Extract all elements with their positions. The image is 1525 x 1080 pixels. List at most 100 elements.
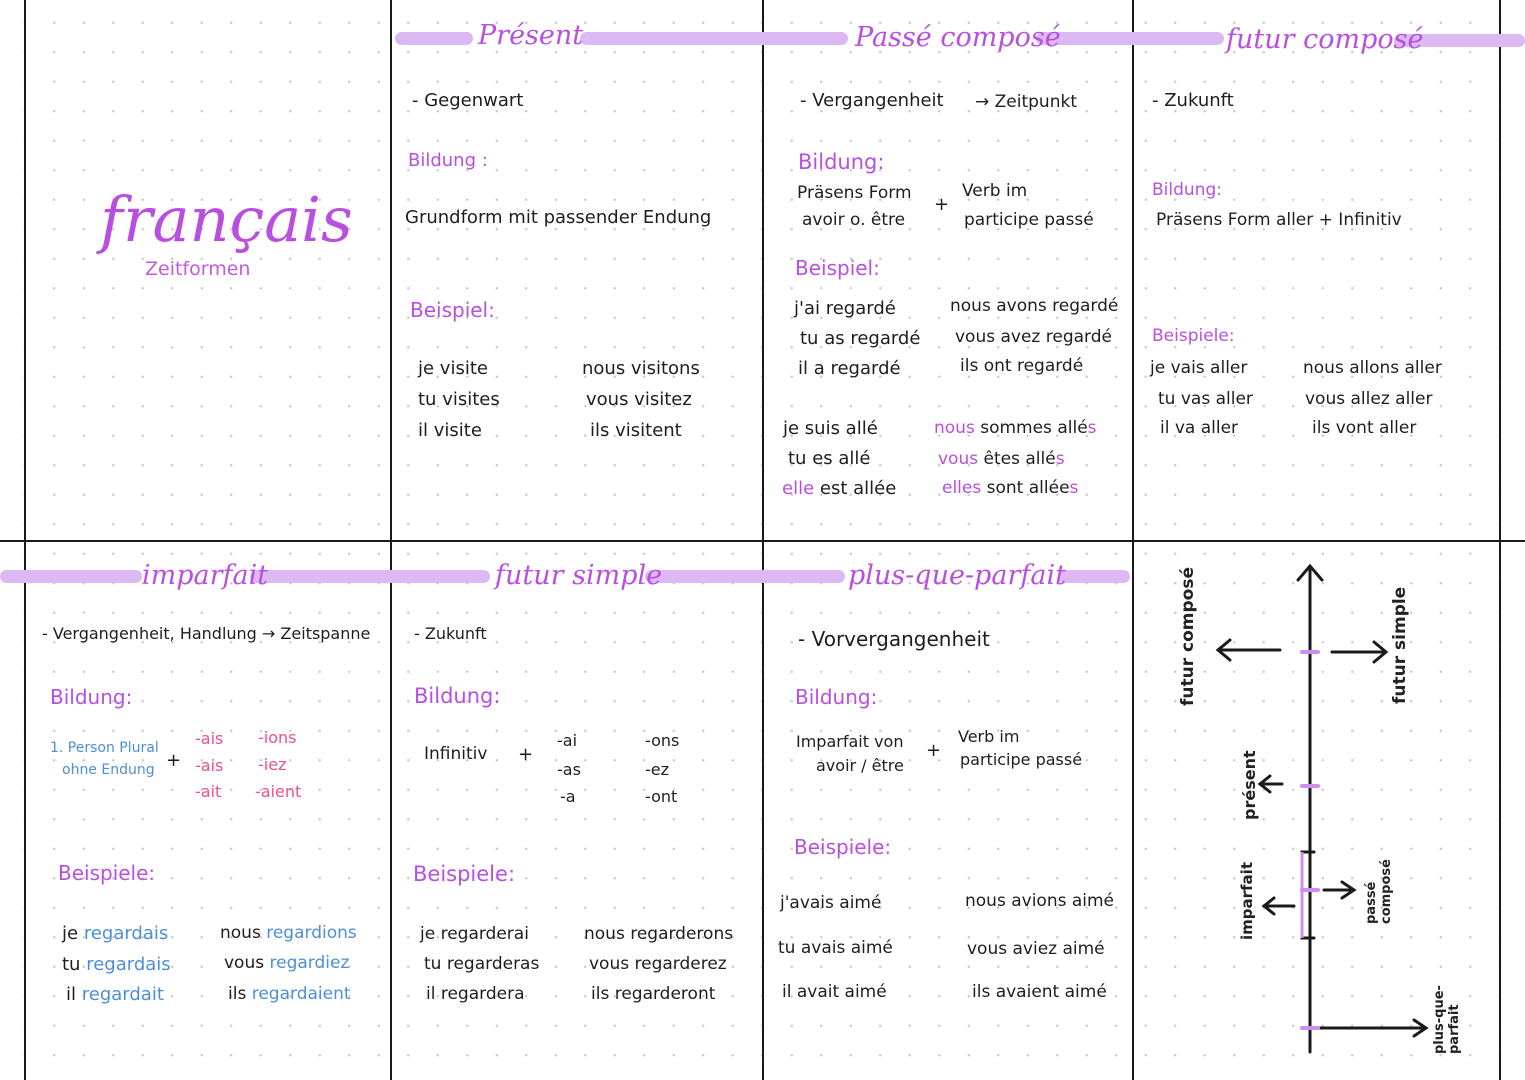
- imparfait-ending: -aient: [255, 782, 302, 801]
- present-example: nous visitons: [582, 358, 700, 379]
- futur-compose-example: vous allez aller: [1305, 389, 1433, 409]
- futur-simple-example: nous regarderons: [584, 924, 734, 944]
- verb: regardais: [83, 923, 169, 944]
- pronoun: vous: [224, 953, 265, 973]
- futur-simple-bildung-label: Bildung:: [414, 684, 501, 708]
- plus-que-parfait-bildung-left: avoir / être: [816, 756, 904, 775]
- futur-compose-example: ils vont aller: [1312, 418, 1417, 438]
- present-example: tu visites: [418, 389, 500, 410]
- imparfait-meaning: - Vergangenheit, Handlung → Zeitspanne: [42, 624, 371, 643]
- verb: regardaient: [251, 984, 351, 1004]
- futur-simple-beispiel-label: Beispiele:: [413, 862, 516, 886]
- plus-que-parfait-example: vous aviez aimé: [967, 939, 1105, 959]
- plus-que-parfait-bildung-right: participe passé: [960, 750, 1083, 769]
- passe-compose-plus: +: [934, 194, 950, 215]
- pronoun: nous: [934, 418, 975, 438]
- cover-subtitle: Zeitformen: [145, 258, 251, 280]
- imparfait-plus: +: [166, 750, 182, 771]
- imparfait-ending: -ais: [195, 729, 224, 748]
- present-example: vous visitez: [586, 389, 692, 410]
- futur-simple-ending: -as: [557, 760, 581, 779]
- cover-title: français: [100, 183, 353, 256]
- title-bar: [0, 570, 142, 583]
- imparfait-example: tu regardais: [62, 954, 171, 975]
- title-bar: [1058, 570, 1130, 583]
- timeline-label-passe-compose: passé composé: [1364, 859, 1394, 924]
- title-bar: [395, 32, 473, 45]
- plus-que-parfait-bildung-right: Verb im: [958, 727, 1020, 746]
- pronoun: il: [66, 984, 77, 1005]
- passe-compose-example: nous avons regardé: [950, 296, 1119, 316]
- imparfait-bildung-label: Bildung:: [50, 685, 133, 709]
- futur-compose-example: tu vas aller: [1158, 389, 1253, 409]
- present-bildung-label: Bildung :: [408, 150, 488, 171]
- verb: regardait: [81, 984, 164, 1005]
- imparfait-bracket: [1300, 850, 1316, 940]
- pronoun: elles: [942, 478, 982, 498]
- imparfait-ending: -iez: [258, 755, 287, 774]
- title-bar: [580, 32, 848, 45]
- futur-simple-example: tu regarderas: [424, 954, 540, 974]
- participle: allé: [1057, 418, 1088, 438]
- imparfait-example: je regardais: [62, 923, 168, 944]
- futur-compose-example: nous allons aller: [1303, 358, 1442, 378]
- verb: regardiez: [269, 953, 350, 973]
- futur-compose-bildung-text: Präsens Form aller + Infinitiv: [1156, 210, 1402, 230]
- verb: sont: [986, 478, 1024, 498]
- passe-compose-bildung-left: Präsens Form: [797, 183, 912, 203]
- timeline-diagram: [1215, 563, 1429, 1054]
- futur-simple-title: futur simple: [495, 560, 663, 591]
- timeline-label-plus-que-parfait: plus-que-parfait: [1432, 985, 1462, 1054]
- plus-que-parfait-bildung-label: Bildung:: [795, 685, 878, 709]
- passe-compose-bildung-label: Bildung:: [798, 150, 885, 174]
- futur-compose-meaning: - Zukunft: [1152, 90, 1234, 111]
- passe-compose-example: ils ont regardé: [960, 356, 1084, 376]
- timeline-label-futur-compose: futur composé: [1178, 567, 1198, 706]
- plus-que-parfait-meaning: - Vorvergangenheit: [798, 627, 990, 651]
- imparfait-bildung-left: ohne Endung: [62, 762, 155, 778]
- futur-simple-example: il regardera: [426, 984, 525, 1004]
- passe-compose-bildung-right: participe passé: [964, 210, 1094, 230]
- imparfait-example: ils regardaient: [228, 984, 351, 1004]
- present-meaning: - Gegenwart: [412, 90, 524, 111]
- plus-que-parfait-title: plus-que-parfait: [848, 560, 1066, 591]
- imparfait-ending: -ions: [258, 728, 297, 747]
- pronoun: nous: [220, 923, 261, 943]
- present-title: Présent: [478, 20, 584, 51]
- title-bar: [1394, 34, 1525, 47]
- passe-compose-bildung-left: avoir o. être: [802, 210, 906, 230]
- timeline-label-imparfait: imparfait: [1238, 862, 1256, 940]
- plus-que-parfait-example: il avait aimé: [782, 982, 887, 1002]
- passe-compose-example: elles sont allées: [942, 478, 1078, 498]
- passe-compose-example: j'ai regardé: [794, 298, 896, 319]
- imparfait-ending: -ais: [195, 756, 224, 775]
- plus-que-parfait-example: nous avions aimé: [965, 891, 1115, 911]
- title-bar: [645, 570, 845, 583]
- futur-simple-ending: -ez: [645, 760, 670, 779]
- elle-pronoun: elle: [782, 478, 815, 499]
- passe-compose-example: vous êtes allés: [938, 449, 1065, 469]
- plus-que-parfait-plus: +: [926, 740, 942, 761]
- passe-compose-example: je suis allé: [783, 418, 878, 439]
- futur-simple-ending: -ont: [645, 787, 678, 806]
- plus-que-parfait-beispiel-label: Beispiele:: [794, 835, 892, 859]
- verb: êtes: [983, 449, 1020, 469]
- title-bar: [1036, 32, 1224, 45]
- futur-simple-ending: -ai: [557, 731, 578, 750]
- passe-compose-example: nous sommes allés: [934, 418, 1097, 438]
- futur-compose-example: je vais aller: [1150, 358, 1248, 378]
- passe-compose-example: tu as regardé: [800, 328, 921, 349]
- pronoun: je: [62, 923, 79, 944]
- futur-simple-example: je regarderai: [420, 924, 529, 944]
- participle: allé: [1025, 449, 1056, 469]
- plus-que-parfait-bildung-left: Imparfait von: [796, 732, 904, 751]
- futur-simple-ending: -a: [560, 787, 576, 806]
- futur-simple-bildung-text: Infinitiv: [424, 744, 488, 764]
- futur-compose-title: futur composé: [1226, 24, 1424, 55]
- imparfait-example: il regardait: [66, 984, 164, 1005]
- verb: sommes: [980, 418, 1052, 438]
- verb: regardions: [266, 923, 357, 943]
- passe-compose-arrow-note: → Zeitpunkt: [975, 92, 1077, 112]
- passe-compose-bildung-right: Verb im: [962, 181, 1028, 201]
- timeline-label-futur-simple: futur simple: [1390, 586, 1410, 704]
